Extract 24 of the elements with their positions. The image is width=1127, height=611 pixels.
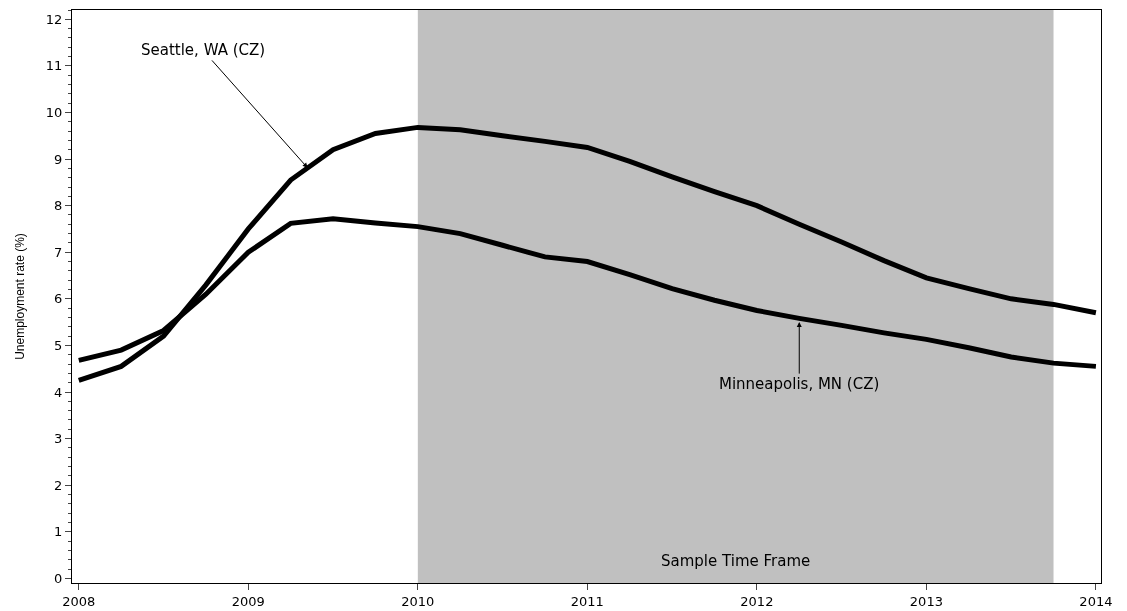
annotation: Seattle, WA (CZ) <box>141 41 266 59</box>
x-tick-label: 2014 <box>1079 593 1113 609</box>
y-tick-label: 11 <box>45 58 63 74</box>
y-tick-label: 3 <box>54 431 63 447</box>
y-tick-label: 4 <box>54 384 63 400</box>
annotation: Minneapolis, MN (CZ) <box>719 375 880 393</box>
y-tick-label: 10 <box>45 105 63 121</box>
x-tick-label: 2009 <box>231 593 265 609</box>
x-tick-label: 2011 <box>570 593 604 609</box>
x-tick-label: 2013 <box>909 593 943 609</box>
y-tick-label: 9 <box>54 151 63 167</box>
y-axis-title: Unemployment rate (%) <box>13 233 28 360</box>
y-tick-label: 0 <box>54 570 63 586</box>
y-tick-label: 5 <box>54 337 63 353</box>
y-tick-label: 6 <box>54 291 63 307</box>
x-tick-label: 2010 <box>401 593 435 609</box>
y-tick-label: 12 <box>45 11 63 27</box>
y-tick-label: 8 <box>54 198 63 214</box>
x-tick-label: 2012 <box>740 593 774 609</box>
y-tick-label: 2 <box>54 477 63 493</box>
y-tick-label: 1 <box>54 524 63 540</box>
band-label: Sample Time Frame <box>661 552 811 570</box>
x-tick-label: 2008 <box>62 593 96 609</box>
y-tick-label: 7 <box>54 244 63 260</box>
